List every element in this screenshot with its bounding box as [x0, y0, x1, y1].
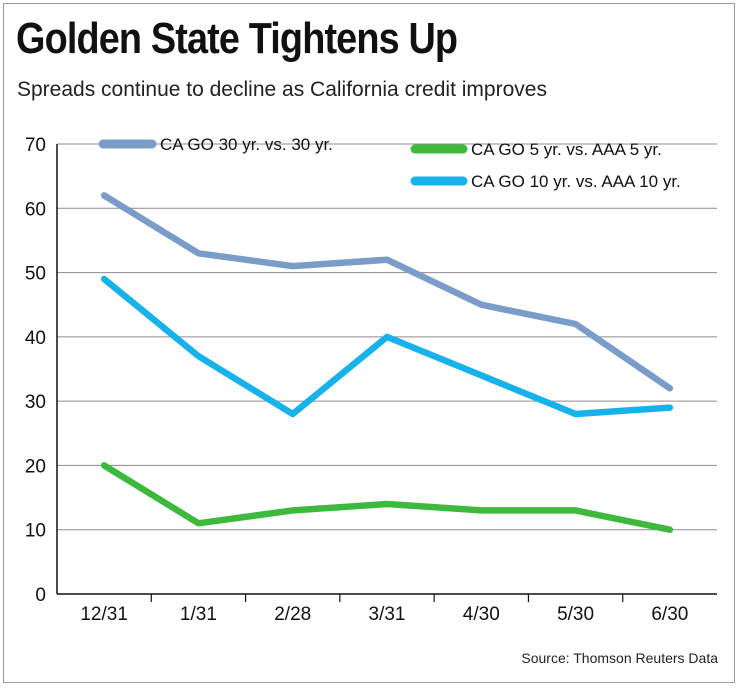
chart-subtitle: Spreads continue to decline as Californi…	[17, 78, 547, 101]
legend-label: CA GO 10 yr. vs. AAA 10 yr.	[471, 172, 681, 191]
y-tick-label: 60	[25, 199, 46, 220]
series-line-1	[100, 192, 674, 392]
series-line-3	[100, 275, 674, 418]
legend-label: CA GO 5 yr. vs. AAA 5 yr.	[471, 140, 662, 159]
x-tick-label: 6/30	[651, 604, 688, 625]
x-tick-label: 4/30	[463, 604, 500, 625]
y-tick-label: 40	[25, 328, 46, 349]
y-tick-label: 70	[25, 135, 46, 156]
x-tick-label: 2/28	[274, 604, 311, 625]
x-tick-label: 3/31	[369, 604, 406, 625]
y-tick-label: 30	[25, 392, 46, 413]
y-tick-label: 50	[25, 264, 46, 285]
x-tick-label: 1/31	[180, 604, 217, 625]
chart-title: Golden State Tightens Up	[16, 14, 458, 63]
chart-frame	[3, 3, 735, 683]
x-tick-label: 5/30	[557, 604, 594, 625]
series-line-2	[100, 462, 674, 533]
y-tick-label: 0	[35, 585, 46, 606]
x-tick-label: 12/31	[80, 604, 128, 625]
y-tick-label: 10	[25, 521, 46, 542]
legend-label: CA GO 30 yr. vs. 30 yr.	[160, 135, 333, 154]
y-tick-label: 20	[25, 456, 46, 477]
source-note: Source: Thomson Reuters Data	[521, 650, 718, 666]
